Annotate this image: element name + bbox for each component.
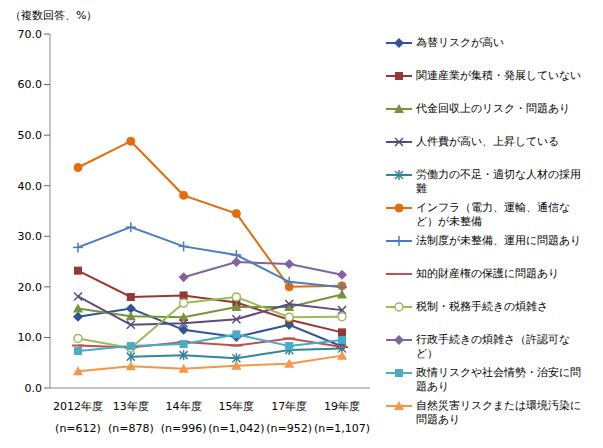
html-text:（複数回答、%）: （複数回答、%）	[10, 9, 98, 22]
svg-text:40.0: 40.0	[18, 180, 43, 193]
html-text:政情リスクや社会情勢・治安に問題あり: 政情リスクや社会情勢・治安に問題あり	[416, 366, 581, 393]
svg-text:2012年度: 2012年度	[53, 400, 103, 413]
html-text:労働力の不足・適切な人材の採用難: 労働力の不足・適切な人材の採用難	[416, 168, 581, 195]
svg-text:19年度: 19年度	[324, 400, 360, 413]
svg-text:10.0: 10.0	[18, 331, 43, 344]
html-text:行政手続きの煩雑さ（許認可など）: 行政手続きの煩雑さ（許認可など）	[416, 333, 570, 360]
svg-text:17年度: 17年度	[271, 400, 307, 413]
svg-text:(n=1,107): (n=1,107)	[314, 422, 370, 435]
svg-text:20.0: 20.0	[18, 281, 43, 294]
svg-text:60.0: 60.0	[18, 78, 43, 91]
svg-text:15年度: 15年度	[218, 400, 254, 413]
html-text:関連産業が集積・発展していない: 関連産業が集積・発展していない	[416, 69, 581, 82]
svg-text:13年度: 13年度	[113, 400, 149, 413]
html-text:自然災害リスクまたは環境汚染に問題あり: 自然災害リスクまたは環境汚染に問題あり	[416, 399, 581, 426]
svg-text:(n=952): (n=952)	[266, 422, 312, 435]
svg-text:(n=878): (n=878)	[108, 422, 154, 435]
html-text:インフラ（電力、運輸、通信など）が未整備: インフラ（電力、運輸、通信など）が未整備	[416, 201, 570, 228]
svg-text:(n=996): (n=996)	[161, 422, 207, 435]
svg-text:70.0: 70.0	[18, 28, 43, 41]
svg-text:(n=612): (n=612)	[55, 422, 101, 435]
html-text:代金回収上のリスク・問題あり: 代金回収上のリスク・問題あり	[416, 102, 570, 115]
html-text:知的財産権の保護に問題あり: 知的財産権の保護に問題あり	[416, 267, 559, 280]
svg-text:30.0: 30.0	[18, 230, 43, 243]
html-text:為替リスクが高い: 為替リスクが高い	[416, 36, 504, 49]
html-text:税制・税務手続きの煩雑さ: 税制・税務手続きの煩雑さ	[416, 300, 548, 313]
svg-text:50.0: 50.0	[18, 129, 43, 142]
html-text:法制度が未整備、運用に問題あり: 法制度が未整備、運用に問題あり	[416, 234, 581, 247]
svg-text:14年度: 14年度	[166, 400, 202, 413]
html-text:人件費が高い、上昇している: 人件費が高い、上昇している	[416, 135, 559, 148]
svg-text:(n=1,042): (n=1,042)	[208, 422, 264, 435]
svg-text:0.0: 0.0	[25, 382, 43, 395]
